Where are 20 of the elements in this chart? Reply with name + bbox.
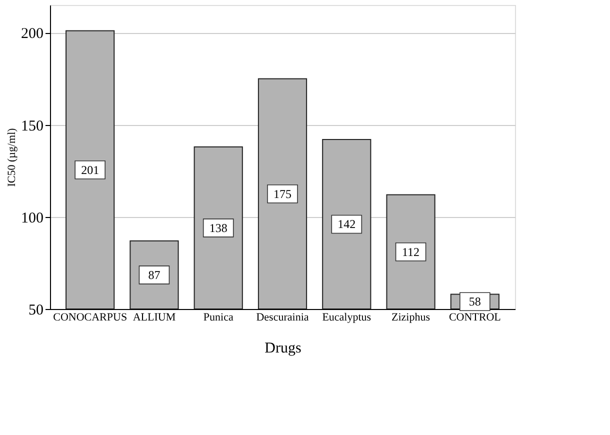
x-tick-label: CONOCARPUS — [53, 312, 128, 324]
data-label: 142 — [338, 217, 356, 232]
x-tick-label: Descurainia — [256, 312, 309, 324]
x-tick-label: CONTROL — [448, 312, 502, 324]
y-tick-label: 100 — [21, 210, 44, 226]
data-label: 138 — [209, 220, 228, 235]
data-label: 58 — [468, 294, 481, 309]
x-tick-label: Eucalyptus — [322, 312, 372, 324]
x-axis-title: Drugs — [264, 340, 302, 356]
data-label: 175 — [274, 186, 292, 201]
y-axis-title: IC50 (µg/ml) — [6, 128, 18, 187]
data-label: 112 — [402, 244, 420, 259]
y-tick-label: 50 — [28, 302, 44, 318]
y-tick-label: 150 — [21, 118, 44, 134]
x-tick-label: Ziziphus — [392, 312, 430, 324]
y-tick-label: 200 — [21, 26, 44, 42]
x-tick-label: Punica — [203, 312, 234, 324]
x-tick-label: ALLIUM — [132, 312, 176, 324]
data-label: 201 — [81, 162, 100, 177]
data-label: 87 — [148, 268, 160, 282]
